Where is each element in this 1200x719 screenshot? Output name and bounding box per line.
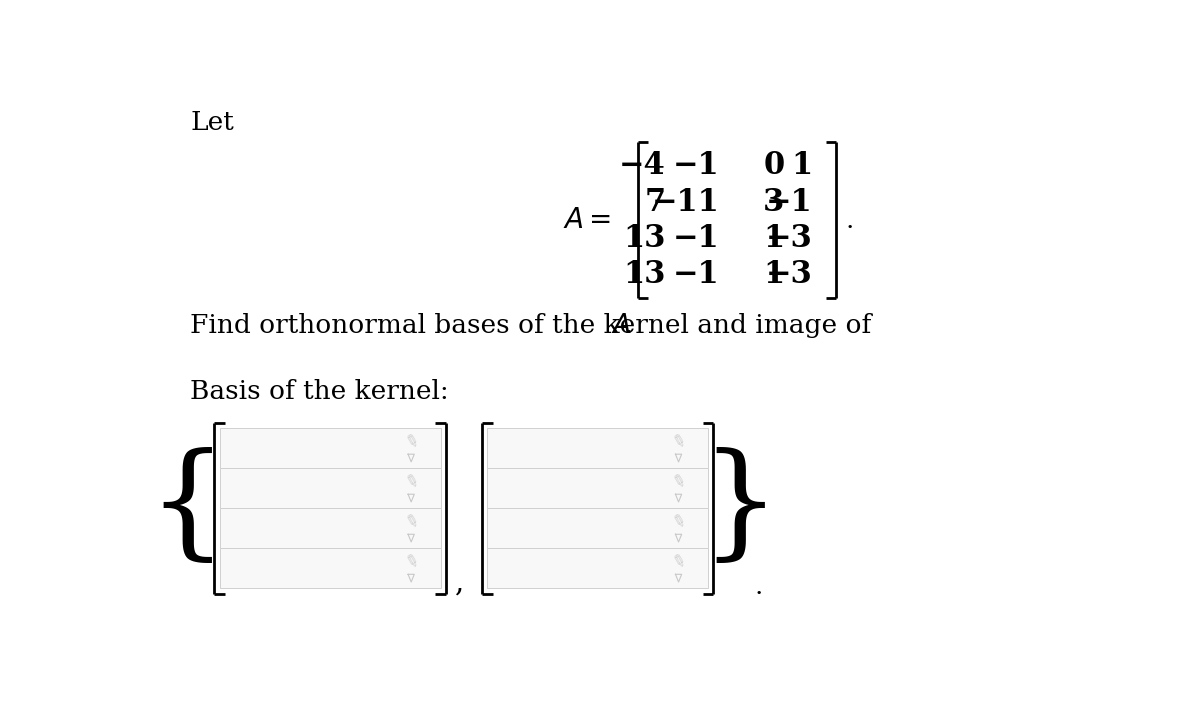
- Text: −1: −1: [673, 223, 720, 254]
- Text: −1: −1: [673, 259, 720, 290]
- Text: 1: 1: [763, 259, 785, 290]
- Text: ✎: ✎: [670, 551, 688, 573]
- Text: .: .: [625, 313, 634, 338]
- Text: −11: −11: [652, 187, 720, 218]
- Text: −3: −3: [766, 259, 812, 290]
- Text: Let: Let: [191, 110, 234, 135]
- Text: .: .: [755, 574, 763, 598]
- Text: −1: −1: [673, 150, 720, 181]
- Text: Basis of the kernel:: Basis of the kernel:: [191, 380, 449, 405]
- Text: 1: 1: [792, 150, 812, 181]
- Text: ✎: ✎: [670, 472, 688, 493]
- FancyBboxPatch shape: [487, 549, 708, 588]
- Text: ✎: ✎: [402, 431, 420, 453]
- Text: {: {: [148, 448, 227, 569]
- Text: ✎: ✎: [402, 512, 420, 533]
- Text: Find orthonormal bases of the kernel and image of: Find orthonormal bases of the kernel and…: [191, 313, 880, 338]
- Text: 1: 1: [763, 223, 785, 254]
- Text: .: .: [845, 208, 853, 233]
- Text: 3: 3: [763, 187, 785, 218]
- FancyBboxPatch shape: [220, 428, 440, 468]
- Text: ✎: ✎: [670, 512, 688, 533]
- Text: }: }: [701, 448, 780, 569]
- Text: $A$: $A$: [611, 313, 630, 338]
- FancyBboxPatch shape: [220, 508, 440, 549]
- Text: 0: 0: [763, 150, 785, 181]
- Text: ✎: ✎: [402, 472, 420, 493]
- Text: 7: 7: [644, 187, 665, 218]
- FancyBboxPatch shape: [220, 468, 440, 508]
- Text: $A =$: $A =$: [563, 207, 611, 234]
- Text: −4: −4: [619, 150, 665, 181]
- Text: ✎: ✎: [402, 551, 420, 573]
- Text: 13: 13: [623, 259, 665, 290]
- FancyBboxPatch shape: [220, 549, 440, 588]
- FancyBboxPatch shape: [487, 508, 708, 549]
- FancyBboxPatch shape: [487, 468, 708, 508]
- FancyBboxPatch shape: [487, 428, 708, 468]
- Text: −3: −3: [766, 223, 812, 254]
- Text: 13: 13: [623, 223, 665, 254]
- Text: −1: −1: [766, 187, 812, 218]
- Text: ,: ,: [455, 568, 464, 596]
- Text: ✎: ✎: [670, 431, 688, 453]
